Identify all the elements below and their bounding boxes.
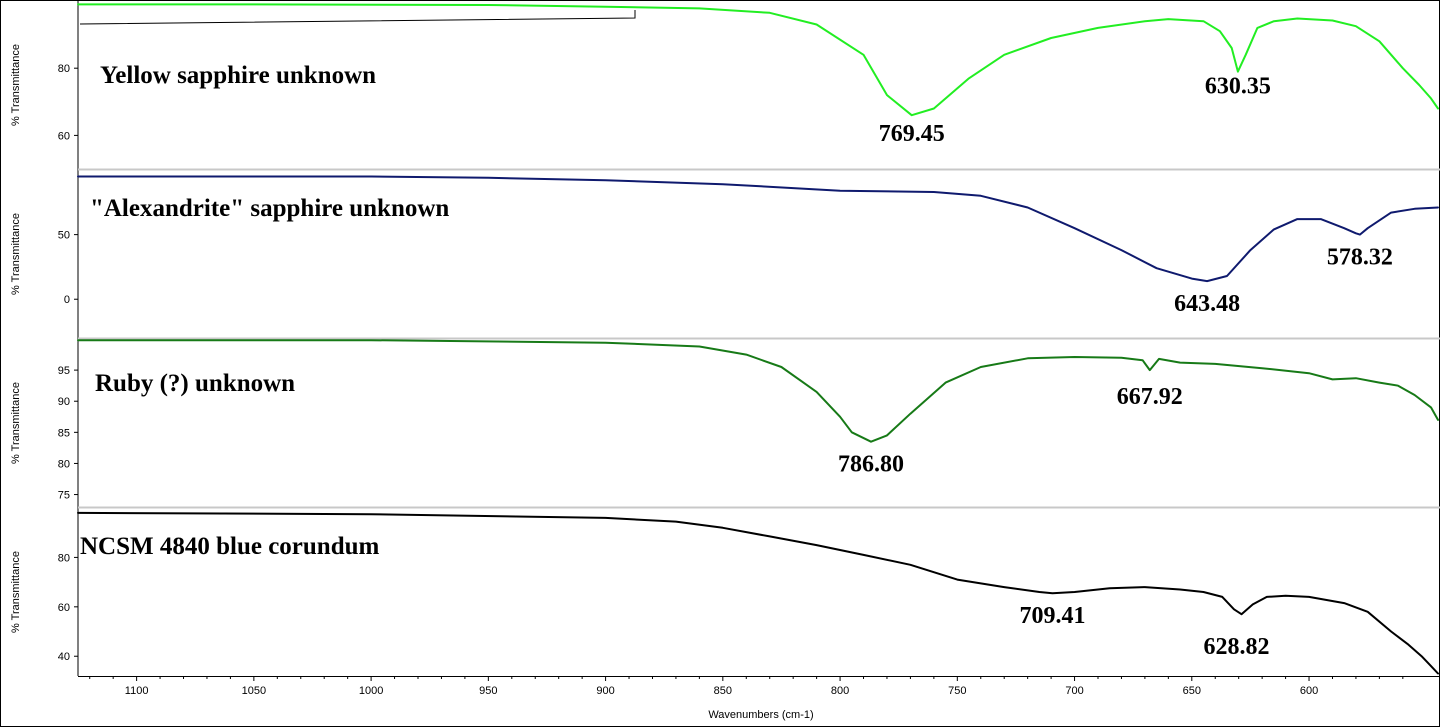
peak-label: 630.35 xyxy=(1205,74,1271,100)
peak-label: 643.48 xyxy=(1174,291,1240,317)
x-tick-label: 900 xyxy=(596,685,614,697)
panel-alexandrite: 0 50 % Transmittance "Alexandrite" sapphire… xyxy=(10,175,1440,340)
panel-title: Yellow sapphire unknown xyxy=(100,62,376,89)
y-tick-label: 95 xyxy=(58,365,70,377)
x-tick-label: 700 xyxy=(1065,685,1083,697)
panels: 60 80 % Transmittance Yellow sapphire unkno… xyxy=(10,1,1440,676)
y-axis-label: % Transmittance xyxy=(10,551,22,633)
y-tick-label: 60 xyxy=(58,130,70,142)
peak-label: 628.82 xyxy=(1203,634,1269,660)
panel-title: "Alexandrite" sapphire unknown xyxy=(90,195,449,222)
x-axis: 1100 1050 1000 950 900 850 800 750 700 650 600 xyxy=(78,676,1440,697)
x-tick-label: 950 xyxy=(479,685,497,697)
y-tick-label: 40 xyxy=(58,651,70,663)
panel-ruby: 75 80 85 90 95 % Transmittance Ruby (?) unknow… xyxy=(10,339,1440,509)
x-tick-label: 800 xyxy=(831,685,849,697)
peak-label: 709.41 xyxy=(1019,603,1085,629)
x-tick-label: 1000 xyxy=(359,685,383,697)
y-tick-label: 85 xyxy=(58,427,70,439)
panel-yellow: 60 80 % Transmittance Yellow sapphire unkno… xyxy=(10,3,1440,171)
y-tick-label: 90 xyxy=(58,396,70,408)
series-line-ruby xyxy=(77,339,1439,443)
series-line-yellow xyxy=(77,3,1439,117)
x-tick-label: 600 xyxy=(1300,685,1318,697)
x-tick-label: 650 xyxy=(1183,685,1201,697)
y-tick-label: 80 xyxy=(58,458,70,470)
y-axis-label: % Transmittance xyxy=(10,44,22,126)
x-tick-label: 1050 xyxy=(242,685,266,697)
y-axis-label: % Transmittance xyxy=(10,382,22,464)
peak-label: 667.92 xyxy=(1117,384,1183,410)
x-tick-label: 850 xyxy=(714,685,732,697)
peak-label: 578.32 xyxy=(1327,245,1393,271)
x-axis-label: Wavenumbers (cm-1) xyxy=(708,709,813,721)
x-tick-label: 1100 xyxy=(125,685,149,697)
y-tick-label: 75 xyxy=(58,490,70,502)
peak-label: 769.45 xyxy=(879,121,945,147)
peak-label: 786.80 xyxy=(838,452,904,478)
series-line-ncsm xyxy=(77,511,1439,675)
panel-title: Ruby (?) unknown xyxy=(95,370,295,397)
panel-ncsm: 40 60 80 % Transmittance NCSM 4840 blue coru… xyxy=(10,511,1439,675)
y-tick-label: 0 xyxy=(64,294,70,306)
y-tick-label: 80 xyxy=(58,63,70,75)
panel-title: NCSM 4840 blue corundum xyxy=(80,533,380,560)
y-tick-label: 80 xyxy=(58,552,70,564)
annotation-bracket xyxy=(79,10,636,25)
y-tick-label: 60 xyxy=(58,602,70,614)
series-line-alexandrite xyxy=(77,175,1439,283)
y-tick-label: 50 xyxy=(58,230,70,242)
x-tick-label: 750 xyxy=(948,685,966,697)
y-axis-label: % Transmittance xyxy=(10,213,22,295)
